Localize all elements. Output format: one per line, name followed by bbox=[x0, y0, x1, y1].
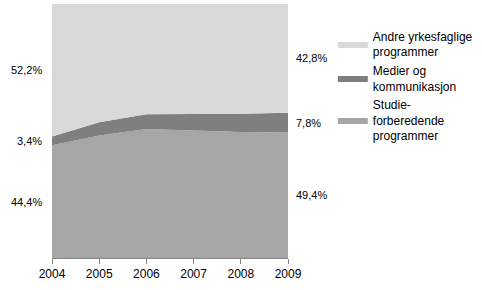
svg-text:49,4%: 49,4% bbox=[296, 189, 327, 201]
svg-text:2009: 2009 bbox=[275, 267, 302, 281]
svg-text:Medier ogkommunikasjon: Medier ogkommunikasjon bbox=[373, 64, 456, 94]
svg-text:Studie-forberedendeprogrammer: Studie-forberedendeprogrammer bbox=[373, 98, 445, 143]
svg-text:2006: 2006 bbox=[133, 267, 160, 281]
svg-text:2005: 2005 bbox=[86, 267, 113, 281]
svg-text:52,2%: 52,2% bbox=[11, 64, 42, 76]
svg-text:2008: 2008 bbox=[227, 267, 254, 281]
svg-text:2007: 2007 bbox=[180, 267, 207, 281]
svg-text:2004: 2004 bbox=[39, 267, 66, 281]
svg-text:44,4%: 44,4% bbox=[11, 196, 42, 208]
svg-text:3,4%: 3,4% bbox=[17, 135, 42, 147]
svg-text:7,8%: 7,8% bbox=[296, 117, 321, 129]
svg-text:Andre yrkesfagligeprogrammer: Andre yrkesfagligeprogrammer bbox=[373, 30, 473, 60]
svg-text:42,8%: 42,8% bbox=[296, 52, 327, 64]
